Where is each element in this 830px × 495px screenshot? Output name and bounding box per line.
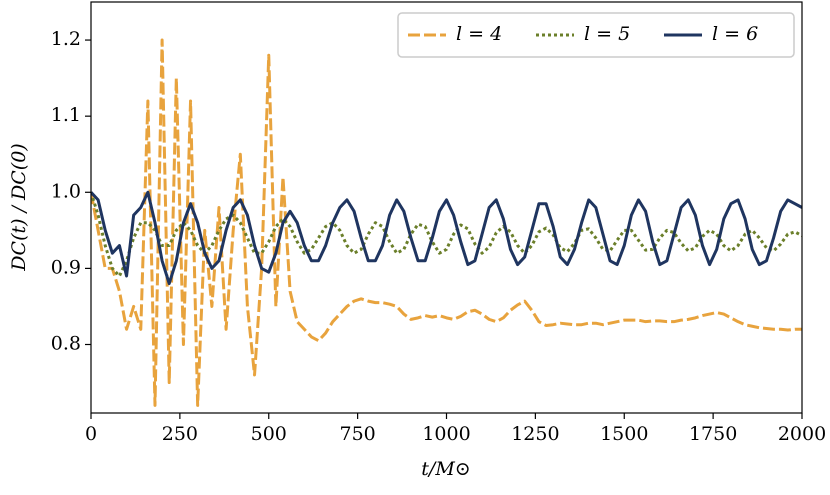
x-tick-label: 250 [162, 423, 198, 445]
y-tick-label: 1.0 [51, 180, 81, 202]
legend-label: l = 4 [456, 23, 502, 45]
legend-label: l = 6 [712, 23, 758, 45]
x-tick-label: 1000 [422, 423, 470, 445]
y-tick-label: 1.2 [51, 28, 81, 50]
series-line [91, 38, 802, 407]
x-tick-label: 500 [251, 423, 287, 445]
series-line [91, 190, 802, 286]
y-tick-label: 0.9 [51, 256, 81, 278]
x-axis-label: t/M⊙ [421, 458, 470, 480]
x-tick-label: 1750 [689, 423, 737, 445]
y-tick-label: 1.1 [51, 104, 81, 126]
x-tick-label: 1500 [600, 423, 648, 445]
x-tick-label: 750 [339, 423, 375, 445]
plot-frame [90, 1, 803, 414]
legend-box [397, 12, 795, 58]
series-line [91, 191, 802, 278]
y-axis-label: DC(t) / DC(0) [8, 143, 30, 271]
y-tick-label: 0.8 [51, 333, 81, 355]
x-tick-label: 2000 [778, 423, 826, 445]
x-tick-label: 0 [85, 423, 97, 445]
plot-lines [91, 38, 802, 407]
legend-label: l = 5 [584, 23, 630, 45]
x-tick-label: 1250 [511, 423, 559, 445]
